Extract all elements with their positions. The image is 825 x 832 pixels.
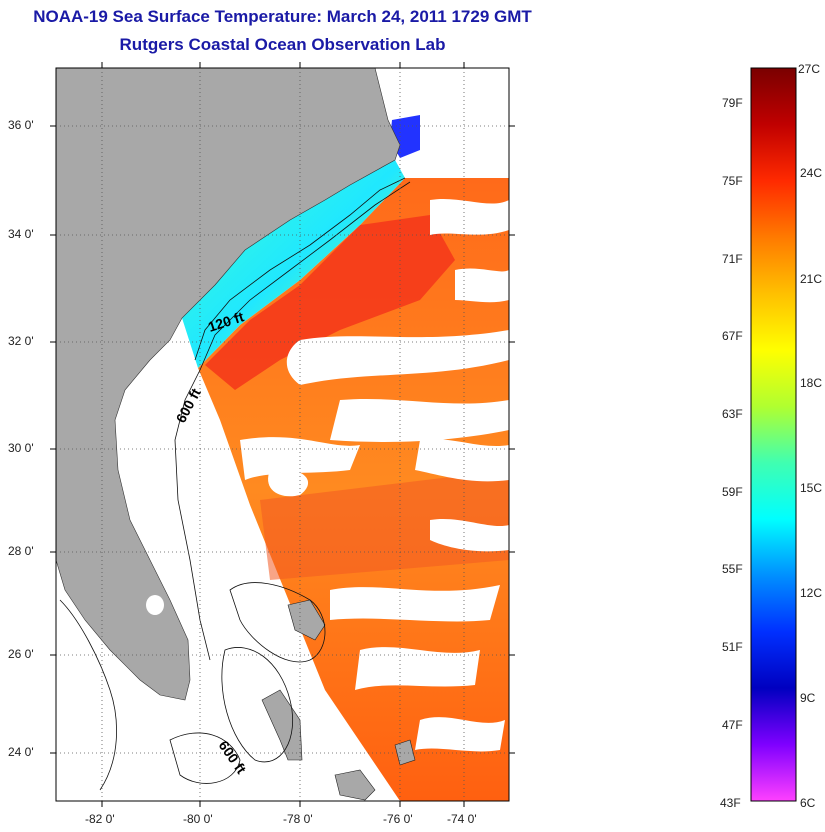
cbar-f-59: 59F: [722, 485, 743, 499]
lake-okeechobee: [146, 595, 164, 615]
colorbar: [750, 67, 797, 802]
cbar-c-18: 18C: [800, 376, 823, 390]
cbar-f-75: 75F: [722, 174, 743, 188]
lon-label-78: -78 0': [283, 812, 313, 826]
sst-warm-core: [205, 215, 455, 390]
lon-label-80: -80 0': [183, 812, 213, 826]
cbar-f-55: 55F: [722, 562, 743, 576]
cbar-c-24: 24C: [800, 166, 823, 180]
lat-label-32: 32 0': [8, 334, 34, 348]
cbar-c-9: 9C: [800, 691, 816, 705]
lon-label-82: -82 0': [85, 812, 115, 826]
cbar-c-15: 15C: [800, 481, 823, 495]
cloud-mask: [240, 198, 509, 752]
depth-contours: [59, 177, 411, 791]
cbar-c-21: 21C: [800, 272, 823, 286]
bahamas-islands: [261, 599, 416, 801]
cbar-c-6: 6C: [800, 796, 816, 810]
lat-label-36: 36 0': [8, 118, 34, 132]
lat-label-24: 24 0': [8, 745, 34, 759]
map-subtitle: Rutgers Coastal Ocean Observation Lab: [119, 35, 446, 54]
sst-red-band: [260, 470, 509, 580]
depth-label-600-north: 600 ft: [173, 385, 204, 425]
lat-label-34: 34 0': [8, 227, 34, 241]
lon-label-74: -74 0': [447, 812, 477, 826]
lon-label-76: -76 0': [383, 812, 413, 826]
cbar-f-71: 71F: [722, 252, 743, 266]
depth-label-600-south: 600 ft: [216, 738, 250, 777]
us-coastline-land: [56, 68, 401, 701]
lat-label-30: 30 0': [8, 441, 34, 455]
map-title: NOAA-19 Sea Surface Temperature: March 2…: [33, 7, 532, 26]
lat-label-26: 26 0': [8, 647, 34, 661]
cbar-f-43: 43F: [720, 796, 741, 810]
cbar-f-47: 47F: [722, 718, 743, 732]
cbar-f-51: 51F: [722, 640, 743, 654]
cbar-c-12: 12C: [800, 586, 823, 600]
lat-label-28: 28 0': [8, 544, 34, 558]
shelf-water: [182, 160, 405, 368]
cbar-f-79: 79F: [722, 96, 743, 110]
cbar-f-67: 67F: [722, 329, 743, 343]
cbar-c-27: 27C: [798, 62, 821, 76]
cbar-f-63: 63F: [722, 407, 743, 421]
